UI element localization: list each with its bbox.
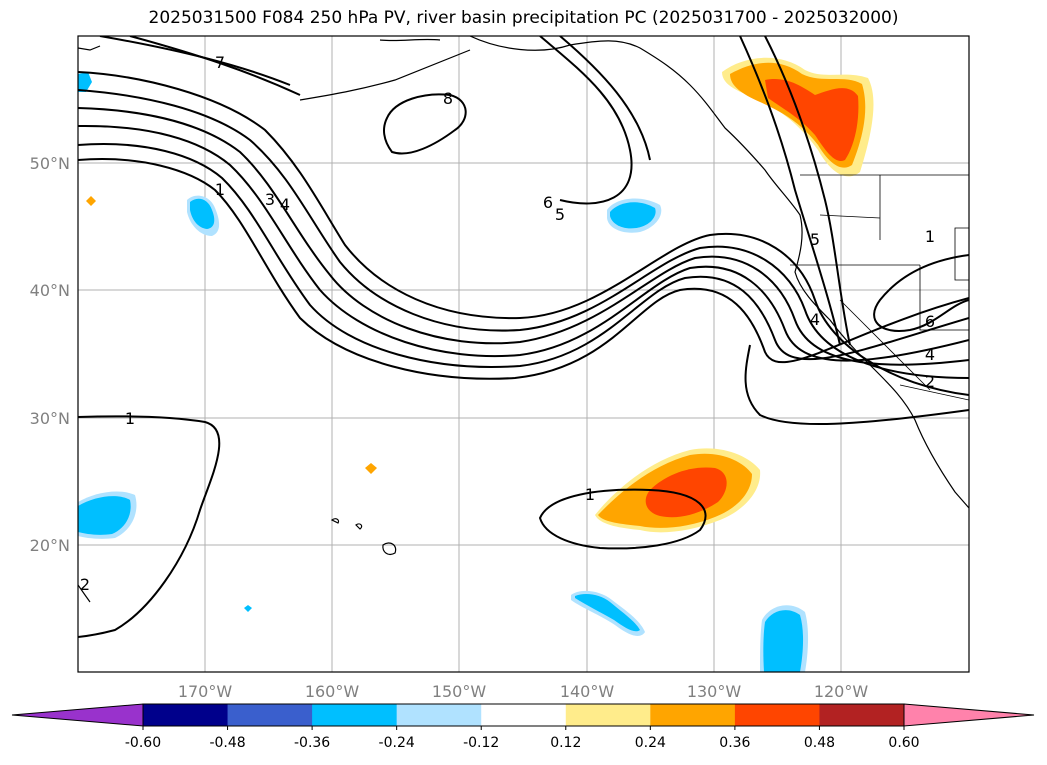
- precip-anomaly-british-columbia: [722, 57, 874, 177]
- pv-label: 3: [265, 190, 275, 209]
- colorbar-segment: [734, 704, 820, 726]
- pv-label: 4: [925, 345, 935, 364]
- pv-label: 2: [80, 575, 90, 594]
- pv-contour-labels: 1 3 4 5 6 7 8 1 4 5 6 2 4 1 1 2: [80, 53, 935, 594]
- pv-label: 5: [810, 230, 820, 249]
- pv-label: 4: [810, 310, 820, 329]
- pv-label: 1: [585, 485, 595, 504]
- colorbar-outline: [142, 703, 905, 727]
- longitude-labels: 170°W 160°W 150°W 140°W 130°W 120°W: [178, 682, 869, 701]
- pv-contours: [78, 36, 969, 638]
- colorbar-segment: [481, 704, 567, 726]
- coastlines: [78, 36, 969, 603]
- colorbar-extend-low: [11, 703, 144, 727]
- lat-label-30n: 30°N: [30, 409, 70, 428]
- pv-label: 1: [125, 409, 135, 428]
- pv-label: 6: [543, 193, 553, 212]
- colorbar-tick-label: 0.12: [550, 735, 581, 751]
- lon-label-130w: 130°W: [687, 682, 742, 701]
- precip-anomaly-subtropical-pacific: [595, 448, 761, 533]
- colorbar-tick-label: 0.24: [635, 735, 666, 751]
- lat-label-20n: 20°N: [30, 536, 70, 555]
- pv-label: 5: [555, 205, 565, 224]
- pv-label: 1: [215, 180, 225, 199]
- colorbar: -0.60 -0.48 -0.36 -0.24 -0.12 0.12 0.24 0.36 0.4…: [11, 703, 1035, 751]
- colorbar-tick-label: 0.48: [804, 735, 835, 751]
- small-positive-dots: [86, 196, 377, 474]
- colorbar-tick-label: -0.24: [379, 735, 415, 751]
- latitude-labels: 20°N 30°N 40°N 50°N: [30, 154, 70, 555]
- lat-label-40n: 40°N: [30, 281, 70, 300]
- lon-label-120w: 120°W: [814, 682, 869, 701]
- lat-label-50n: 50°N: [30, 154, 70, 173]
- colorbar-tick-label: 0.36: [719, 735, 750, 751]
- lon-label-140w: 140°W: [560, 682, 615, 701]
- lon-label-160w: 160°W: [305, 682, 360, 701]
- lon-label-170w: 170°W: [178, 682, 233, 701]
- colorbar-segment: [227, 704, 313, 726]
- colorbar-tick-label: -0.36: [294, 735, 330, 751]
- pv-label: 7: [215, 53, 225, 72]
- precip-anomaly-negative-regions: [78, 72, 809, 672]
- pv-label: 2: [925, 372, 935, 391]
- colorbar-segment: [565, 704, 651, 726]
- colorbar-segment: [650, 704, 736, 726]
- pv-label: 6: [925, 312, 935, 331]
- colorbar-segment: [143, 704, 229, 726]
- colorbar-segment: [819, 704, 905, 726]
- colorbar-tick-label: -0.48: [209, 735, 245, 751]
- map-border: [77, 35, 970, 673]
- colorbar-tick-label: -0.12: [463, 735, 499, 751]
- colorbar-segment: [396, 704, 482, 726]
- map-title: 2025031500 F084 250 hPa PV, river basin …: [148, 8, 899, 28]
- colorbar-tick-label: -0.60: [125, 735, 161, 751]
- colorbar-tick-label: 0.60: [888, 735, 919, 751]
- pv-label: 4: [280, 195, 290, 214]
- pv-label: 8: [443, 89, 453, 108]
- colorbar-extend-high: [903, 703, 1035, 727]
- colorbar-segment: [312, 704, 398, 726]
- pv-label: 1: [925, 227, 935, 246]
- lon-label-150w: 150°W: [432, 682, 487, 701]
